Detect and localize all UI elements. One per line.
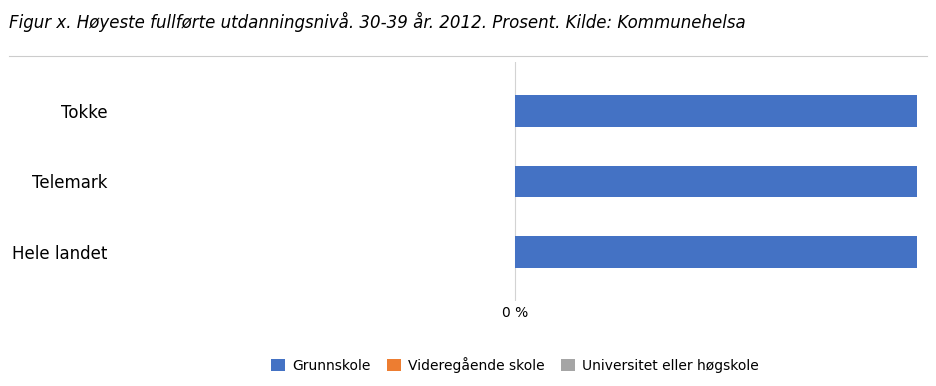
Bar [515,166,936,197]
Text: Figur x. Høyeste fullførte utdanningsnivå. 30-39 år. 2012. Prosent. Kilde: Kommu: Figur x. Høyeste fullførte utdanningsniv… [9,12,746,32]
Bar [515,95,936,127]
Legend: Grunnskole, Videregående skole, Universitet eller høgskole: Grunnskole, Videregående skole, Universi… [266,351,764,378]
Bar [515,236,936,267]
